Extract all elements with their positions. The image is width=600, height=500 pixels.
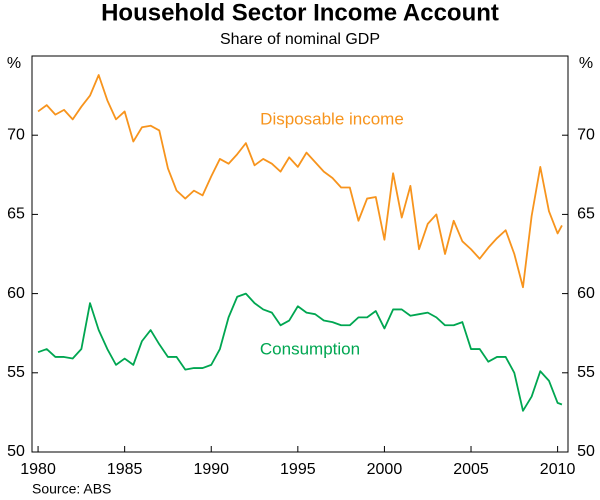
series-line: [37, 292, 563, 412]
y-tick-label: 55: [7, 364, 25, 381]
y2-tick-label: 60: [577, 285, 595, 302]
y2-tick-label: 70: [577, 126, 595, 143]
y2-tick-label: 65: [577, 206, 595, 223]
chart-subtitle: Share of nominal GDP: [220, 31, 380, 48]
y-tick-label: 65: [7, 206, 25, 223]
x-tick-label: 1990: [193, 461, 229, 478]
x-tick-label: 1985: [107, 461, 143, 478]
y-tick-label: 60: [7, 285, 25, 302]
x-tick-label: 1995: [280, 461, 316, 478]
x-tick-label: 2005: [453, 461, 489, 478]
y2-tick-label: 50: [577, 443, 595, 460]
y2-tick-label: 55: [577, 364, 595, 381]
y-tick-label: 70: [7, 126, 25, 143]
series-label: Disposable income: [260, 109, 404, 128]
y-unit-left: %: [7, 55, 21, 72]
x-tick-label: 2000: [367, 461, 403, 478]
x-tick-label: 2010: [540, 461, 576, 478]
plot-frame: [31, 55, 569, 453]
y-tick-label: 50: [7, 443, 25, 460]
series-line: [37, 74, 563, 289]
x-tick-label: 1980: [20, 461, 56, 478]
source-note: Source: ABS: [32, 481, 111, 497]
chart-title: Household Sector Income Account: [101, 0, 499, 26]
series-label: Consumption: [260, 339, 360, 358]
y-unit-right: %: [579, 55, 593, 72]
